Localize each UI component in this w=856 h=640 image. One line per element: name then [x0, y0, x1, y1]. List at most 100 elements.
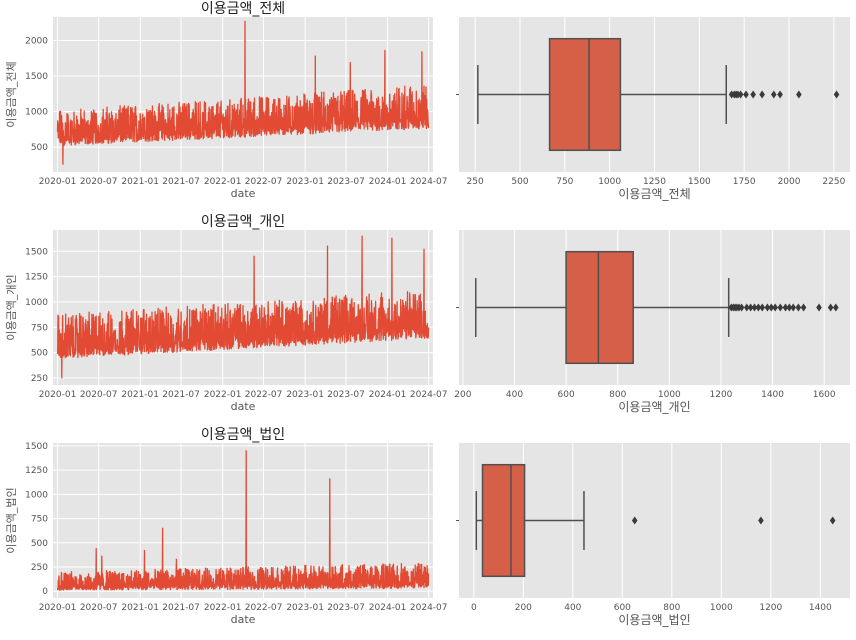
- x-tick-label: 2000: [778, 177, 801, 187]
- outlier-point: [796, 90, 802, 99]
- x-tick-label: 2021-07: [162, 603, 200, 613]
- x-tick-label: 1750: [733, 177, 756, 187]
- x-tick-label: 200: [515, 603, 532, 613]
- chart-title: 이용금액_법인: [201, 427, 285, 443]
- outlier-point: [795, 303, 802, 312]
- y-tick-label: 500: [31, 143, 48, 153]
- chart-title: 이용금액_전체: [201, 1, 285, 17]
- x-tick-label: 200: [454, 390, 471, 400]
- x-tick-label: 600: [558, 390, 575, 400]
- x-tick-label: 2024-07: [410, 390, 448, 400]
- box-iqr: [565, 250, 634, 365]
- x-tick-label: 2024-01: [369, 390, 407, 400]
- x-tick-label: 1000: [710, 603, 733, 613]
- y-tick-label: 750: [31, 323, 48, 333]
- outlier-point: [827, 303, 834, 312]
- x-axis-label: date: [231, 400, 256, 413]
- outlier-point: [816, 303, 822, 312]
- y-tick-label: 250: [31, 563, 48, 573]
- outlier-point: [747, 303, 754, 312]
- x-tick-label: 2020-07: [80, 177, 118, 187]
- x-tick-label: 800: [609, 390, 626, 400]
- x-tick-label: 1000: [598, 177, 621, 187]
- series-line: [56, 20, 430, 165]
- x-tick-label: 2022-01: [204, 390, 242, 400]
- outlier-point: [758, 516, 764, 525]
- x-tick-label: 2023-01: [286, 390, 324, 400]
- y-tick-label: 500: [31, 539, 48, 549]
- x-tick-label: 2021-01: [121, 177, 159, 187]
- x-tick-label: 2024-07: [410, 177, 448, 187]
- y-axis-label: 이용금액_전체: [5, 61, 18, 127]
- x-tick-label: 2024-01: [369, 603, 407, 613]
- x-tick-label: 1250: [643, 177, 666, 187]
- outlier-point: [743, 303, 750, 312]
- outlier-point: [772, 303, 778, 312]
- y-tick-label: 1000: [25, 108, 48, 118]
- y-tick-label: 0: [42, 587, 48, 597]
- x-tick-label: 2020-07: [80, 603, 118, 613]
- x-axis-label: 이용금액_법인: [618, 613, 690, 627]
- y-tick-label: 500: [31, 349, 48, 359]
- x-tick-label: 2250: [822, 177, 845, 187]
- x-tick-label: 2024-01: [369, 177, 407, 187]
- box-iqr: [548, 37, 622, 152]
- x-tick-label: 2023-07: [327, 390, 365, 400]
- x-axis-label: 이용금액_개인: [618, 400, 690, 414]
- x-tick-label: 1500: [688, 177, 711, 187]
- outlier-point: [631, 516, 638, 525]
- outlier-point: [751, 303, 758, 312]
- y-tick-label: 1000: [25, 298, 48, 308]
- outlier-point: [737, 90, 744, 99]
- outlier-point: [764, 303, 771, 312]
- x-tick-label: 2023-01: [286, 177, 324, 187]
- outlier-point: [759, 303, 766, 312]
- outlier-point: [770, 90, 777, 99]
- outlier-point: [833, 303, 839, 312]
- outlier-point: [750, 90, 756, 99]
- outlier-point: [768, 303, 775, 312]
- x-tick-label: 2020-07: [80, 390, 118, 400]
- x-tick-label: 2022-07: [245, 177, 283, 187]
- x-axis-label: date: [231, 613, 256, 626]
- x-tick-label: 750: [556, 177, 573, 187]
- x-tick-label: 2024-07: [410, 603, 448, 613]
- x-tick-label: 2023-07: [327, 603, 365, 613]
- x-axis-label: 이용금액_전체: [618, 187, 690, 201]
- y-tick-label: 250: [31, 374, 48, 384]
- x-tick-label: 800: [663, 603, 680, 613]
- x-tick-label: 600: [614, 603, 631, 613]
- x-tick-label: 2021-07: [162, 390, 200, 400]
- y-tick-label: 1500: [25, 247, 48, 257]
- y-axis-label: 이용금액_개인: [5, 274, 18, 340]
- chart-title: 이용금액_개인: [201, 214, 285, 230]
- x-tick-label: 1600: [813, 390, 836, 400]
- y-tick-label: 1250: [25, 273, 48, 283]
- x-tick-label: 2022-07: [245, 390, 283, 400]
- x-tick-label: 2021-01: [121, 390, 159, 400]
- series-line: [56, 450, 430, 591]
- box-iqr: [481, 463, 526, 578]
- outlier-point: [833, 90, 840, 99]
- x-tick-label: 2022-01: [204, 177, 242, 187]
- x-tick-label: 0: [471, 603, 477, 613]
- outlier-point: [755, 303, 762, 312]
- x-tick-label: 2022-01: [204, 603, 242, 613]
- x-tick-label: 2022-07: [245, 603, 283, 613]
- outlier-point: [786, 303, 793, 312]
- x-tick-label: 2020-01: [39, 603, 77, 613]
- outlier-point: [759, 90, 765, 99]
- series-line: [56, 235, 430, 379]
- x-tick-label: 2023-01: [286, 603, 324, 613]
- outlier-point: [777, 90, 783, 99]
- x-tick-label: 2020-01: [39, 177, 77, 187]
- x-axis-label: date: [231, 187, 256, 200]
- y-tick-label: 750: [31, 515, 48, 525]
- x-tick-label: 400: [564, 603, 581, 613]
- x-tick-label: 2023-07: [327, 177, 365, 187]
- x-tick-label: 1400: [761, 390, 784, 400]
- y-tick-label: 2000: [25, 36, 48, 46]
- x-tick-label: 1200: [759, 603, 782, 613]
- outlier-point: [782, 303, 789, 312]
